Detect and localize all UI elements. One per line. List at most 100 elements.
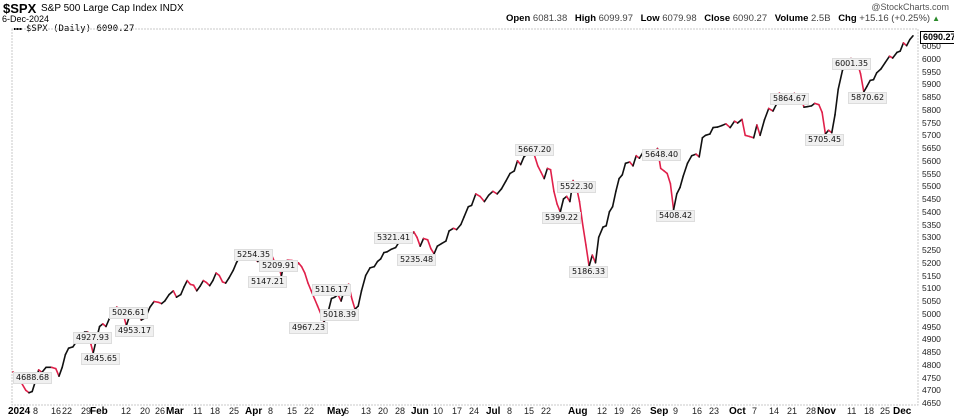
price-annotation: 4967.23 [289,322,329,334]
x-tick-label: 20 [378,406,389,416]
x-tick-label: 17 [452,406,463,416]
price-annotation: 5018.39 [320,309,360,321]
x-tick-label: Mar [166,406,184,417]
x-tick-label: 22 [62,406,73,416]
ohlc-bar: Open 6081.38 High 6099.97 Low 6079.98 Cl… [506,13,940,24]
y-tick-label: 5200 [922,257,941,268]
x-tick-label: Aug [568,406,588,417]
x-tick-label: 15 [524,406,535,416]
price-annotation: 5864.67 [770,93,810,105]
plot-frame [11,28,919,406]
y-tick-label: 5800 [922,104,941,115]
y-tick-label: 4800 [922,359,941,370]
x-tick-label: 12 [121,406,132,416]
y-tick-label: 5350 [922,219,941,230]
x-tick-label: 7 [752,406,758,416]
x-tick-label: 24 [469,406,480,416]
x-tick-label: 25 [229,406,240,416]
price-annotation: 6001.35 [832,58,872,70]
price-annotation: 4953.17 [115,325,155,337]
chart-date: 6-Dec-2024 [2,14,50,24]
x-tick-label: 6 [344,406,350,416]
symbol-name: S&P 500 Large Cap Index INDX [41,3,184,14]
price-annotation: 5209.91 [259,260,299,272]
x-tick-label: 11 [847,406,857,416]
x-tick-label: Jul [486,406,501,417]
y-tick-label: 5400 [922,206,941,217]
close-label: Close [704,13,731,24]
x-tick-label: 10 [433,406,444,416]
price-annotation: 4845.65 [81,353,121,365]
price-annotation: 5186.33 [569,266,609,278]
x-tick-label: Apr [245,406,263,417]
high-label: High [574,13,596,24]
y-tick-label: 4950 [922,321,941,332]
x-tick-label: 18 [864,406,875,416]
open-value: 6081.38 [532,13,568,24]
price-annotation: 4688.68 [13,372,53,384]
y-tick-label: 5250 [922,245,941,255]
x-tick-label: 26 [631,406,642,416]
y-tick-label: 4700 [922,385,941,396]
y-tick-label: 5050 [922,296,941,306]
y-tick-label: 5950 [922,66,941,77]
price-annotation: 5116.17 [312,284,352,296]
x-tick-label: 2024 [8,406,31,417]
price-annotation: 5648.40 [642,149,682,161]
x-tick-label: 12 [597,406,608,416]
price-annotation: 5399.22 [542,212,582,224]
x-tick-label: 16 [51,406,62,416]
y-tick-label: 5850 [922,92,941,102]
x-tick-label: 29 [81,406,92,416]
x-tick-label: 14 [769,406,780,416]
y-tick-label: 4750 [922,372,941,383]
y-tick-label: 5700 [922,130,941,141]
x-tick-label: Nov [817,406,836,417]
volume-value: 2.5B [811,13,831,24]
y-tick-label: 5600 [922,155,941,166]
x-tick-label: 8 [507,406,513,416]
x-tick-label: 19 [614,406,625,416]
low-label: Low [640,13,660,24]
x-tick-label: 28 [806,406,817,416]
x-tick-label: 22 [541,406,552,416]
y-tick-label: 5750 [922,117,941,128]
y-tick-label: 6050 [922,41,941,51]
x-tick-label: 18 [210,406,221,416]
price-annotation: 5667.20 [515,144,555,156]
y-tick-label: 5100 [922,283,941,294]
y-tick-label: 5900 [922,79,941,90]
legend-label: $SPX (Daily) 6090.27 [26,24,135,34]
price-line [12,34,914,394]
y-tick-label: 5550 [922,168,941,179]
symbol-title: $SPX [3,1,37,16]
x-tick-label: Sep [650,406,669,417]
chg-value: +15.16 (+0.25%) [859,13,931,24]
x-tick-label: 13 [361,406,372,416]
price-annotation: 5321.41 [374,232,414,244]
y-tick-label: 4900 [922,334,941,345]
x-tick-label: 11 [193,406,203,416]
x-tick-label: 26 [155,406,166,416]
x-tick-label: 25 [880,406,891,416]
y-tick-label: 4650 [922,398,941,408]
price-annotation: 5408.42 [656,210,696,222]
price-annotation: 5254.35 [234,249,274,261]
y-tick-label: 5150 [922,270,941,281]
x-tick-label: 16 [692,406,703,416]
copyright: @StockCharts.com [871,2,949,12]
y-tick-label: 4850 [922,347,941,357]
x-tick-label: 9 [673,406,679,416]
x-tick-label: 20 [140,406,151,416]
x-tick-label: Jun [411,406,429,417]
x-tick-label: May [327,406,347,417]
x-tick-label: 22 [304,406,315,416]
price-annotation: 5705.45 [805,134,845,146]
x-tick-label: 15 [287,406,298,416]
y-tick-label: 5500 [922,181,941,192]
x-tick-label: Feb [90,406,108,417]
x-tick-label: 23 [709,406,720,416]
volume-label: Volume [774,13,809,24]
y-tick-label: 5450 [922,194,941,204]
